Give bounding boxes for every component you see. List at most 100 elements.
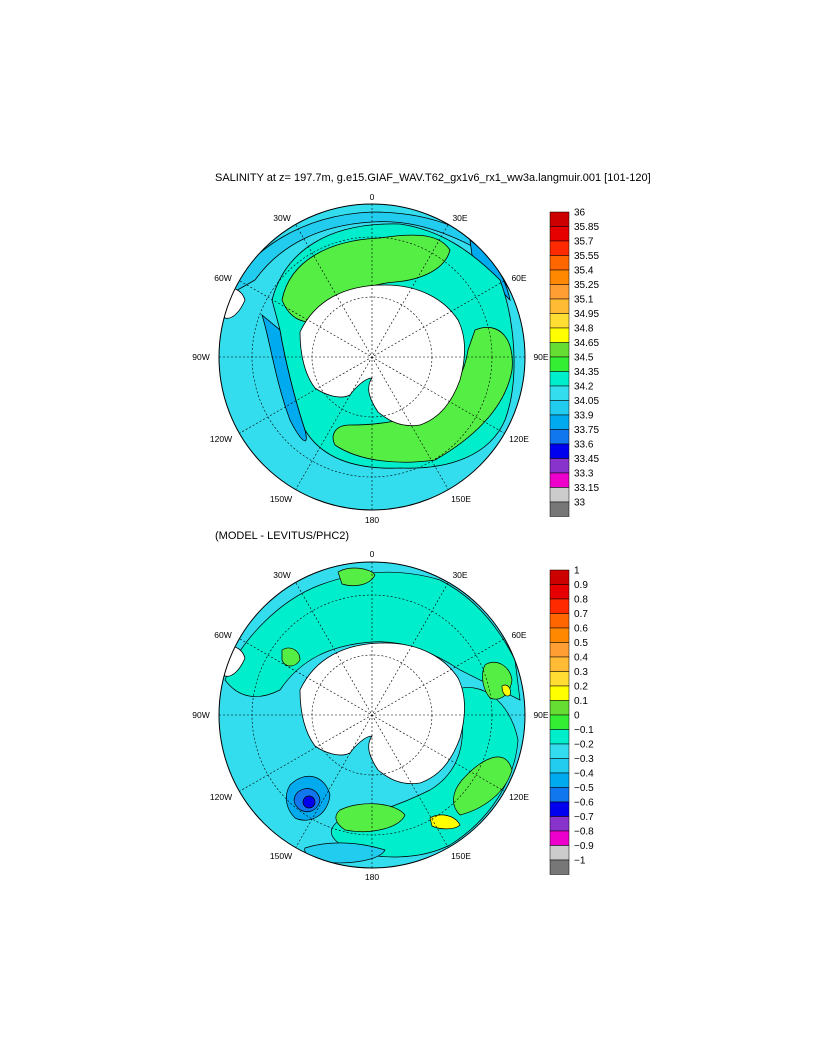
panel2-title: (MODEL - LEVITUS/PHC2) (215, 530, 350, 542)
panel2-colorbar-swatch (549, 700, 570, 716)
panel2-lon-150e: 150E (451, 851, 471, 861)
panel2-map: 0 30E 60E 90E 120E 150E 180 150W 120W 90… (192, 549, 549, 882)
panel2-colorbar: 1 0.9 0.8 0.7 0.6 0.5 0.4 0.3 0.2 0.1 0 −0.1 −0.2 −0.… (549, 566, 594, 875)
panel2-lon-60e: 60E (511, 630, 526, 640)
panel1-colorbar-swatch (549, 487, 570, 503)
panel2-colorbar-swatch (549, 787, 570, 803)
panel2-lon-120w: 120W (210, 792, 232, 802)
panel2-colorbar-swatch (549, 845, 570, 861)
panel2-colorbar-swatch (549, 598, 570, 614)
panel1-colorbar-swatch (549, 226, 570, 242)
panel2-colorbar-label: −0.7 (574, 812, 594, 823)
panel1-colorbar-label: 33.15 (574, 483, 599, 494)
panel1-colorbar-swatch (549, 284, 570, 300)
panel1-colorbar-label: 33.45 (574, 454, 599, 465)
panel1-colorbar-swatch (549, 400, 570, 416)
panel2-green-w (281, 647, 301, 667)
panel1-colorbar-label: 33.3 (574, 469, 594, 480)
panel2-colorbar-swatch (549, 569, 570, 585)
panel2-colorbar-label: −0.2 (574, 740, 594, 751)
panel2-lon-30w: 30W (273, 570, 290, 580)
panel1-colorbar-label: 33.75 (574, 425, 599, 436)
panel1-colorbar-label: 34.35 (574, 367, 599, 378)
panel1-colorbar-label: 34.95 (574, 309, 599, 320)
panel1-colorbar-swatch (549, 501, 570, 517)
panel1-colorbar-label: 34.65 (574, 338, 599, 349)
panel2-lon-90w: 90W (192, 710, 209, 720)
panel1-colorbar-label: 35.7 (574, 237, 594, 248)
panel2-colorbar-label: −0.1 (574, 725, 594, 736)
panel1-colorbar-swatch (549, 327, 570, 343)
panel1-title: SALINITY at z= 197.7m, g.e15.GIAF_WAV.T6… (215, 172, 651, 184)
panel1-colorbar-label: 34.2 (574, 382, 594, 393)
panel1-border (218, 203, 526, 511)
panel2-colorbar-label: −0.3 (574, 754, 594, 765)
panel1-lon-60w: 60W (214, 273, 231, 283)
panel1-colorbar-label: 33.6 (574, 440, 594, 451)
panel1-colorbar-label: 34.8 (574, 324, 594, 335)
panel2-colorbar-swatch (549, 816, 570, 832)
panel2-lon-30e: 30E (452, 570, 467, 580)
panel2-colorbar-swatch (549, 584, 570, 600)
panel2-colorbar-swatch (549, 627, 570, 643)
panel1-colorbar-swatch (549, 298, 570, 314)
panel1-antarctica (299, 284, 466, 427)
panel1-lon-180: 180 (365, 515, 379, 525)
panel2-graticule (219, 562, 525, 868)
panel1-graticule (219, 204, 525, 510)
panel1-colorbar-label: 35.1 (574, 295, 594, 306)
panel2-green-n (337, 567, 376, 587)
panel1-lon-150e: 150E (451, 494, 471, 504)
panel1-colorbar-swatch (549, 255, 570, 271)
panel2-lon-180: 180 (365, 872, 379, 882)
panel1-lon-90e: 90E (533, 352, 548, 362)
panel1-colorbar-swatch (549, 443, 570, 459)
panel2-colorbar-swatch (549, 613, 570, 629)
panel2-colorbar-label: 0.7 (574, 609, 588, 620)
panel2-green-se (453, 756, 513, 816)
panel2-colorbar-label: 1 (574, 566, 580, 577)
panel1-colorbar-swatch (549, 429, 570, 445)
panel1-colorbar: 36 35.85 35.7 35.55 35.4 35.25 35.1 34.95 34.8 34… (549, 208, 599, 517)
panel2-colorbar-label: 0.1 (574, 696, 588, 707)
panel1-lon-120w: 120W (210, 434, 232, 444)
panel1-colorbar-label: 34.5 (574, 353, 594, 364)
panel2-colorbar-swatch (549, 830, 570, 846)
panel2-colorbar-label: 0.5 (574, 638, 588, 649)
panel1-colorbar-swatch (549, 313, 570, 329)
panel2-border (218, 561, 526, 869)
panel2-lon-60w: 60W (214, 630, 231, 640)
panel2-colorbar-label: 0 (574, 711, 580, 722)
panel2-lon-120e: 120E (509, 792, 529, 802)
panel2-colorbar-swatch (549, 671, 570, 687)
panel1-colorbar-label: 35.4 (574, 266, 594, 277)
panel2-colorbar-label: 0.4 (574, 653, 588, 664)
panel1-lon-150w: 150W (270, 494, 292, 504)
panel2-colorbar-label: −1 (574, 856, 586, 867)
panel1-colorbar-label: 33 (574, 498, 586, 509)
panel2-lon-0: 0 (370, 549, 375, 559)
panel1-lon-60e: 60E (511, 273, 526, 283)
panel1-colorbar-swatch (549, 414, 570, 430)
panel1-colorbar-swatch (549, 458, 570, 474)
panel1-map: 0 30E 60E 90E 120E 150E 180 150W 120W 90… (192, 192, 549, 525)
panel2-lon-150w: 150W (270, 851, 292, 861)
panel1-lon-90w: 90W (192, 352, 209, 362)
panel2-colorbar-swatch (549, 758, 570, 774)
panel1-colorbar-label: 35.25 (574, 280, 599, 291)
panel1-colorbar-label: 35.55 (574, 251, 599, 262)
panel2-colorbar-label: −0.5 (574, 783, 594, 794)
panel2-colorbar-swatch (549, 729, 570, 745)
panel1-colorbar-swatch (549, 472, 570, 488)
panel1-colorbar-label: 35.85 (574, 222, 599, 233)
panel1-colorbar-label: 33.9 (574, 411, 594, 422)
panel1-colorbar-swatch (549, 371, 570, 387)
panel2-colorbar-swatch (549, 859, 570, 875)
panel2-colorbar-label: 0.2 (574, 682, 588, 693)
panel2-colorbar-label: −0.9 (574, 841, 594, 852)
panel1-lon-0: 0 (370, 192, 375, 202)
panel1-colorbar-label: 36 (574, 208, 586, 219)
panel2-colorbar-swatch (549, 772, 570, 788)
panel2-antarctica (299, 642, 466, 785)
